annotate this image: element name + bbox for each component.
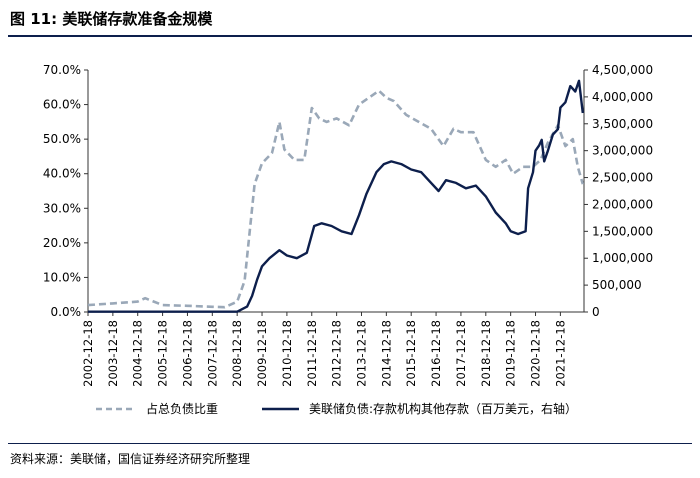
- left-tick-label: 40.0%: [43, 167, 81, 181]
- left-axis-ticks: 0.0% 10.0% 20.0% 30.0% 40.0% 50.0% 60.0% 70.0%: [43, 63, 88, 319]
- left-tick-label: 70.0%: [43, 63, 81, 77]
- x-tick-label: 2005-12-18: [156, 320, 170, 387]
- x-tick-label: 2004-12-18: [131, 320, 145, 387]
- right-axis-ticks: 0 500,000 1,000,000 1,500,000 2,000,000 2,500…: [584, 63, 653, 319]
- right-tick-label: 2,000,000: [592, 197, 653, 211]
- x-tick-label: 2014-12-18: [379, 320, 393, 387]
- series-line-reserves: [88, 79, 584, 313]
- right-tick-label: 1,000,000: [592, 251, 653, 265]
- x-axis-ticks: 2002-12-18 2003-12-18 2004-12-18 2005-12-18…: [81, 312, 567, 387]
- right-tick-label: 4,500,000: [592, 63, 653, 77]
- axes: [87, 70, 585, 313]
- x-tick-label: 2013-12-18: [354, 320, 368, 387]
- x-tick-label: 2018-12-18: [479, 320, 493, 387]
- x-tick-label: 2009-12-18: [255, 320, 269, 387]
- x-tick-label: 2007-12-18: [205, 320, 219, 387]
- right-tick-label: 500,000: [592, 278, 642, 292]
- right-tick-label: 4,000,000: [592, 90, 653, 104]
- x-tick-label: 2002-12-18: [81, 320, 95, 387]
- left-tick-label: 60.0%: [43, 98, 81, 112]
- x-tick-label: 2011-12-18: [305, 320, 319, 387]
- figure-title: 图 11: 美联储存款准备金规模: [10, 10, 213, 28]
- x-tick-label: 2006-12-18: [180, 320, 194, 387]
- right-tick-label: 3,500,000: [592, 117, 653, 131]
- right-tick-label: 3,000,000: [592, 144, 653, 158]
- x-tick-label: 2017-12-18: [454, 320, 468, 387]
- right-tick-label: 1,500,000: [592, 224, 653, 238]
- series-line-ratio: [87, 89, 585, 309]
- left-tick-label: 0.0%: [51, 305, 82, 319]
- x-tick-label: 2015-12-18: [404, 320, 418, 387]
- legend: 占总负债比重 美联储负债:存款机构其他存款（百万美元，右轴）: [96, 401, 577, 416]
- source-rule: [8, 443, 692, 444]
- title-rule: [8, 35, 692, 37]
- legend-label-ratio: 占总负债比重: [146, 401, 218, 416]
- legend-label-reserves: 美联储负债:存款机构其他存款（百万美元，右轴）: [309, 401, 577, 416]
- x-tick-label: 2003-12-18: [106, 320, 120, 387]
- x-tick-label: 2008-12-18: [230, 320, 244, 387]
- left-tick-label: 10.0%: [43, 270, 81, 284]
- x-tick-label: 2012-12-18: [330, 320, 344, 387]
- left-tick-label: 30.0%: [43, 201, 81, 215]
- x-tick-label: 2020-12-18: [529, 320, 543, 387]
- chart: 0.0%10.0%20.0%30.0%40.0%50.0%60.0%70.0% …: [43, 63, 653, 416]
- source-note: 资料来源：美联储，国信证券经济研究所整理: [10, 452, 251, 466]
- x-tick-label: 2016-12-18: [429, 320, 443, 387]
- x-tick-label: 2021-12-18: [553, 320, 567, 387]
- right-tick-label: 0: [592, 305, 600, 319]
- right-tick-label: 2,500,000: [592, 171, 653, 185]
- series-layer: [87, 79, 585, 313]
- left-tick-label: 20.0%: [43, 236, 81, 250]
- x-tick-label: 2019-12-18: [504, 320, 518, 387]
- left-tick-label: 50.0%: [43, 132, 81, 146]
- x-tick-label: 2010-12-18: [280, 320, 294, 387]
